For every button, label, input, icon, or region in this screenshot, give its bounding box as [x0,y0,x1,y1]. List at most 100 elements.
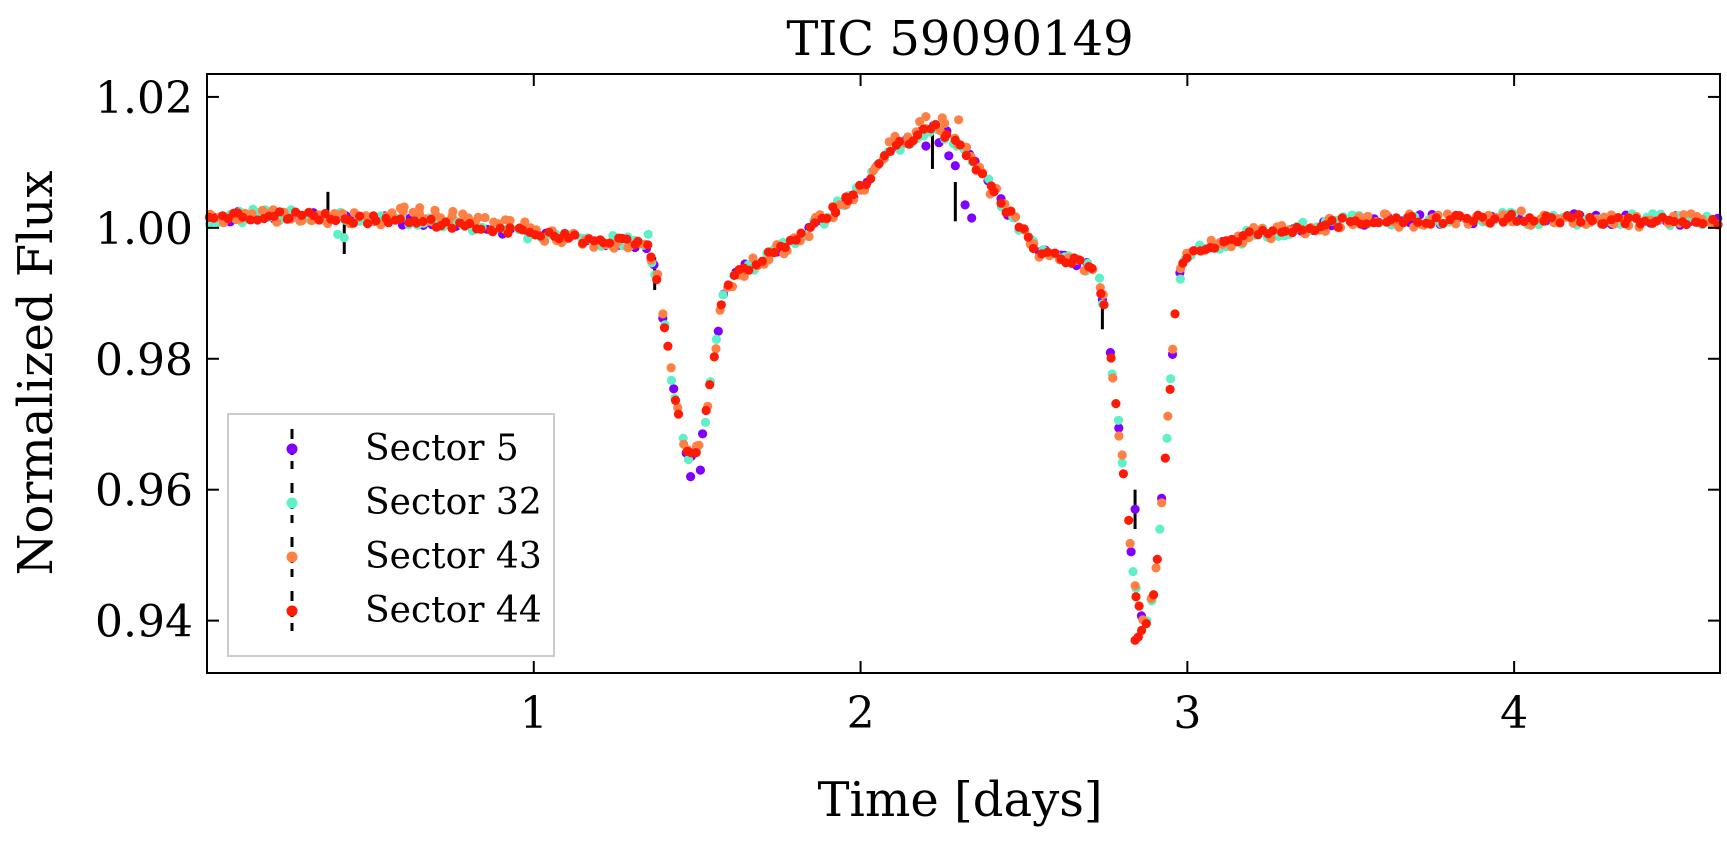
data-point [1006,206,1016,216]
data-point [723,280,733,290]
data-point [387,208,397,218]
data-point [919,124,929,134]
y-tick-label: 1.00 [95,204,193,255]
data-point [713,326,723,336]
data-point [1166,374,1176,384]
data-point [1669,216,1679,227]
data-point [915,117,925,127]
data-point [348,218,358,228]
data-point [1566,213,1576,223]
data-point [1574,210,1584,220]
data-point [1155,524,1165,534]
data-point [1108,373,1118,383]
axes: 1 2 3 4 0.94 0.96 0.98 1.00 1.02 [95,73,1720,739]
data-point [1455,211,1465,221]
data-point [1576,217,1586,227]
data-point [967,213,977,223]
data-point [1363,211,1373,221]
data-point [495,223,505,233]
data-point [476,224,486,234]
data-point [822,213,832,223]
data-point [1391,213,1401,223]
data-point [1130,581,1140,591]
data-point [1679,210,1689,220]
data-point [666,375,677,385]
data-point [757,256,767,266]
data-point [884,137,894,147]
data-point [921,141,931,151]
data-point [716,300,726,310]
data-point [1407,211,1417,221]
data-point [1099,300,1109,310]
data-point [1297,225,1307,235]
data-point [418,216,428,227]
data-point [1599,219,1609,229]
data-point [984,174,994,184]
data-point [989,187,999,197]
data-point [1117,450,1127,460]
data-point [694,440,704,450]
data-point [658,309,668,319]
x-tick-label: 1 [520,688,548,739]
data-point [698,429,708,439]
data-point [686,472,696,482]
data-point [1168,344,1178,354]
data-point [1130,504,1140,514]
data-point [1175,274,1185,284]
data-point [1613,213,1623,223]
data-point [791,235,801,245]
x-tick-label: 3 [1173,688,1201,739]
data-point [1182,253,1192,263]
data-point [670,395,681,405]
data-point [1413,217,1423,227]
data-point [1233,237,1243,247]
data-point [942,129,952,140]
data-point [1438,218,1448,229]
data-point [1087,263,1097,273]
data-point [960,200,970,210]
y-axis-label: Normalized Flux [8,171,64,576]
data-point [744,265,754,275]
y-tick-label: 1.02 [95,73,193,124]
data-point [505,215,515,226]
data-point [866,174,876,184]
data-point [1124,515,1134,526]
data-point [1681,219,1692,230]
data-point [968,156,978,166]
legend-label: Sector 43 [365,536,542,577]
data-point [691,448,701,458]
data-point [1327,215,1337,226]
data-point [885,146,896,156]
legend-entry: Sector 43 [286,536,542,577]
data-point [977,169,988,179]
data-point [1157,498,1167,508]
data-point [804,231,814,242]
data-point [633,236,643,246]
data-point [955,140,965,150]
data-point [1114,423,1124,433]
data-point [809,218,820,228]
data-point [1128,567,1138,577]
y-tick-label: 0.96 [95,466,193,517]
data-point [1075,255,1085,265]
data-point [284,213,294,223]
data-point [996,198,1006,208]
data-point [1426,219,1436,229]
data-point [1125,538,1135,549]
data-point [643,240,653,250]
data-point [535,231,546,241]
legend-marker [286,605,298,617]
data-point [238,212,248,222]
data-point [473,212,483,222]
data-point [1361,219,1371,229]
data-point [520,217,530,227]
data-point [1163,411,1173,421]
data-point [1529,216,1539,226]
data-point [673,409,684,419]
data-point [1268,226,1278,236]
data-point [954,115,964,125]
legend-label: Sector 44 [365,590,542,631]
legend-marker [286,551,298,563]
data-point [913,130,923,140]
